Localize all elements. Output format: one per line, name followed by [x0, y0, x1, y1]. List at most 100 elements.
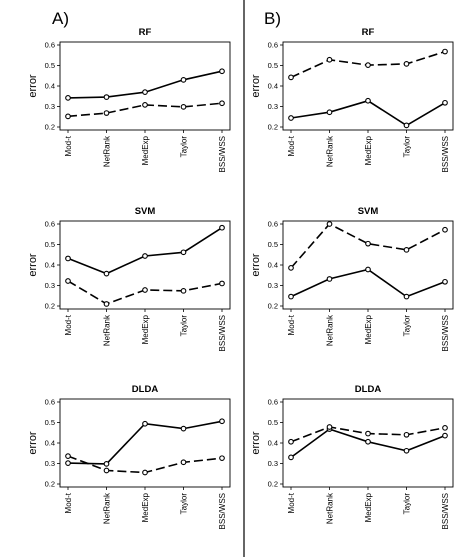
y-tick-label: 0.3	[45, 102, 55, 111]
data-point-dashed	[65, 453, 71, 459]
data-point-solid	[403, 293, 410, 300]
x-tick-label: MedExp	[141, 314, 150, 344]
data-point-dashed	[403, 246, 410, 253]
chart-dlda-b: DLDA error 0.2 0.3 0.4 0.5 0.6 Mod-t NetRank MedE…	[250, 384, 454, 529]
y-tick-label: 0.2	[45, 302, 55, 311]
data-point-solid	[142, 420, 148, 427]
y-tick-label: 0.3	[45, 459, 55, 468]
data-point-solid	[65, 95, 71, 101]
y-tick-label: 0.6	[45, 220, 55, 229]
x-tick-label: MedExp	[141, 492, 150, 522]
data-point-dashed	[365, 62, 371, 68]
y-tick-label: 0.4	[268, 82, 278, 91]
data-point-dashed	[326, 424, 333, 430]
data-point-solid	[142, 253, 148, 259]
y-tick-label: 0.2	[45, 480, 55, 489]
x-tick-label: NetRank	[326, 314, 335, 346]
y-tick-label: 0.6	[45, 41, 55, 50]
data-point-dashed	[142, 102, 148, 108]
x-tick-label: NetRank	[103, 314, 112, 346]
data-point-solid	[103, 270, 110, 277]
y-tick-label: 0.5	[268, 61, 278, 70]
y-axis-label: error	[27, 253, 39, 277]
data-point-dashed	[65, 113, 71, 120]
data-point-solid	[142, 89, 148, 95]
chart-title: SVM	[135, 206, 156, 217]
x-tick-label: NetRank	[103, 135, 112, 167]
y-axis-label: error	[250, 431, 262, 455]
y-tick-label: 0.5	[268, 240, 278, 249]
plot-frame	[282, 220, 454, 310]
data-point-dashed	[103, 301, 110, 307]
x-tick-label: Mod-t	[287, 135, 296, 156]
data-point-solid	[180, 425, 187, 432]
x-tick-label: Taylor	[403, 493, 412, 515]
y-tick-label: 0.5	[268, 418, 278, 427]
x-tick-label: MedExp	[364, 492, 373, 522]
data-point-dashed	[180, 287, 187, 294]
panel-label-a: A)	[52, 9, 69, 28]
chart-svm-a: SVM error 0.2 0.3 0.4 0.5 0.6 Mod-t NetRank MedEx…	[27, 206, 231, 351]
series-line-solid	[67, 227, 223, 275]
data-point-solid	[442, 99, 448, 106]
chart-title: DLDA	[132, 384, 159, 395]
data-point-dashed	[365, 240, 371, 247]
data-point-dashed	[180, 104, 187, 110]
chart-rf-a: RF error 0.2 0.3 0.4 0.5 0.6 Mod-t NetRank MedExp…	[27, 27, 231, 172]
data-point-solid	[442, 432, 448, 439]
x-tick-label: BSS/WSS	[218, 315, 227, 351]
y-tick-label: 0.5	[45, 240, 55, 249]
data-point-dashed	[219, 455, 225, 462]
data-point-solid	[180, 249, 187, 256]
data-point-dashed	[142, 287, 148, 293]
chart-title: RF	[139, 27, 152, 38]
y-tick-label: 0.3	[268, 102, 278, 111]
data-point-dashed	[288, 438, 294, 445]
y-tick-label: 0.6	[268, 220, 278, 229]
y-tick-label: 0.2	[45, 123, 55, 132]
data-point-solid	[326, 109, 333, 116]
data-point-dashed	[442, 424, 448, 431]
data-point-dashed	[442, 48, 448, 55]
charts-group: RF error 0.2 0.3 0.4 0.5 0.6 Mod-t NetRank MedExp…	[27, 27, 454, 529]
data-point-solid	[288, 454, 294, 461]
data-point-solid	[403, 122, 410, 129]
y-tick-label: 0.4	[45, 82, 55, 91]
data-point-dashed	[403, 431, 410, 438]
y-tick-label: 0.4	[268, 261, 278, 270]
x-tick-label: MedExp	[364, 135, 373, 165]
data-point-solid	[103, 461, 110, 467]
x-tick-label: BSS/WSS	[218, 493, 227, 529]
data-point-solid	[180, 76, 187, 83]
y-tick-label: 0.2	[268, 480, 278, 489]
series-line-solid	[290, 268, 446, 298]
x-tick-label: Taylor	[403, 136, 412, 158]
data-point-solid	[403, 447, 410, 454]
x-tick-label: Mod-t	[287, 314, 296, 335]
x-tick-label: NetRank	[103, 492, 112, 524]
x-tick-label: Mod-t	[64, 492, 73, 513]
data-point-solid	[103, 94, 110, 100]
panel-label-b: B)	[264, 9, 281, 28]
x-tick-label: Taylor	[180, 136, 189, 158]
data-point-solid	[288, 115, 294, 121]
data-point-dashed	[103, 467, 110, 474]
data-point-solid	[326, 276, 333, 282]
data-point-solid	[365, 266, 371, 273]
y-tick-label: 0.6	[268, 41, 278, 50]
chart-title: SVM	[358, 206, 379, 217]
y-tick-label: 0.3	[268, 459, 278, 468]
series-line-solid	[67, 420, 223, 465]
data-point-dashed	[288, 265, 294, 271]
data-point-dashed	[326, 221, 333, 227]
x-tick-label: MedExp	[364, 314, 373, 344]
data-point-dashed	[219, 280, 225, 287]
data-point-dashed	[365, 430, 371, 437]
x-tick-label: BSS/WSS	[441, 136, 450, 172]
data-point-dashed	[403, 61, 410, 67]
data-point-solid	[219, 68, 225, 75]
data-point-solid	[288, 293, 294, 300]
data-point-dashed	[103, 110, 110, 116]
data-point-solid	[365, 438, 371, 445]
